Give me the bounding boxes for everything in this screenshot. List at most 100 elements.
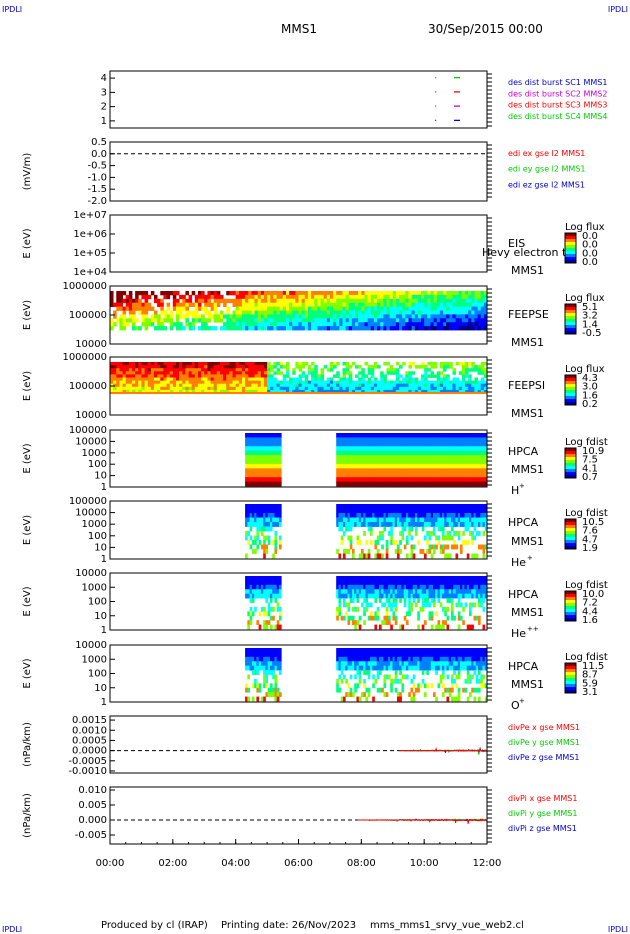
- y-tick-label: 0.005: [78, 800, 107, 811]
- colorbar-band: [565, 251, 576, 255]
- instrument-label: HPCA: [508, 445, 539, 458]
- y-tick-label: 10: [94, 542, 107, 553]
- colorbar-value: 5.1: [582, 302, 598, 313]
- colorbar-band: [565, 528, 576, 532]
- colorbar-band: [565, 466, 576, 470]
- colorbar-band: [565, 454, 576, 458]
- colorbar-band: [565, 603, 576, 607]
- colorbar-band: [565, 316, 576, 320]
- colorbar-frame: [564, 447, 577, 479]
- colorbar-value: 7.5: [582, 455, 598, 466]
- colorbar-band: [565, 260, 576, 264]
- y-tick-label: 1000000: [62, 352, 107, 363]
- colorbar-title: Log flux: [565, 222, 605, 233]
- instrument-label: EIS: [508, 237, 525, 250]
- colorbar-frame: [564, 374, 577, 406]
- colorbar-band: [565, 396, 576, 400]
- y-tick-label: 10000: [75, 640, 107, 651]
- y-axis-label: E (eV): [22, 300, 33, 330]
- y-tick-label: 0.0: [91, 149, 107, 160]
- y-tick-label: 10000: [75, 568, 107, 579]
- colorbar-band: [565, 387, 576, 391]
- heatmap-cells: [245, 576, 488, 630]
- colorbar-band: [565, 375, 576, 379]
- spacecraft-label: MMS1: [511, 336, 544, 349]
- legend-entry: divPe z gse MMS1: [508, 753, 579, 762]
- colorbar-band: [565, 451, 576, 455]
- colorbar-title: Log flux: [565, 364, 605, 375]
- y-tick-label: 3: [101, 87, 107, 98]
- legend-entry: divPe x gse MMS1: [508, 723, 580, 732]
- instrument-label: FEEPSI: [508, 379, 545, 392]
- species-charge: +: [527, 554, 533, 562]
- corner-label-bottom-left: IPDLI: [2, 925, 23, 934]
- y-tick-label: -0.0005: [68, 756, 107, 767]
- panel-frame: [109, 429, 488, 488]
- colorbar-band: [565, 666, 576, 670]
- species-charge: +: [519, 697, 525, 705]
- colorbar-value: 4.7: [582, 534, 598, 545]
- colorbar-band: [565, 384, 576, 388]
- colorbar-band: [565, 546, 576, 550]
- y-axis-label: E (eV): [22, 586, 33, 616]
- panel-eis: 1e+07 1e+06 1e+05 1e+04 E (eV) EIS MMS1 Hevy el…: [22, 210, 605, 278]
- y-tick-label: 1e+07: [73, 210, 107, 221]
- colorbar-band: [565, 242, 576, 246]
- panel-frame: [109, 141, 488, 202]
- panel-frame: [109, 715, 488, 774]
- colorbar-band: [565, 522, 576, 526]
- colorbar-value: 0.0: [582, 231, 598, 242]
- colorbar-band: [565, 402, 576, 406]
- colorbar-band: [565, 525, 576, 529]
- colorbar-band: [565, 475, 576, 479]
- x-tick-label: 08:00: [347, 858, 376, 869]
- y-axis-label: E (eV): [22, 228, 33, 258]
- y-tick-label: 1000: [82, 654, 107, 665]
- overlap-label: Hevy electron to: [482, 246, 573, 259]
- spacecraft-label: MMS1: [511, 678, 544, 691]
- colorbar-value: 10.9: [582, 446, 604, 457]
- y-tick-label: 100000: [69, 496, 107, 507]
- colorbar-band: [565, 448, 576, 452]
- panel-divpi: 0.010 0.005 0.000 -0.005 (nPa/km) divPi x gse…: [22, 785, 577, 845]
- colorbar-band: [565, 531, 576, 535]
- panel-edi: 0.50.0-0.5-1.0-1.5-2.0 (mV/m) edi ex gse l…: [22, 137, 586, 207]
- colorbar-band: [565, 325, 576, 329]
- colorbar-band: [565, 319, 576, 323]
- colorbar-value: -0.5: [582, 328, 602, 339]
- y-tick-label: -0.5: [87, 161, 107, 172]
- panel-hpca_o: 10000 1000 100 10 1 E (eV) HPCA MMS1 O + Log fdist…: [22, 640, 608, 712]
- colorbar-value: 4.3: [582, 373, 598, 384]
- colorbar-band: [565, 540, 576, 544]
- colorbar-band: [565, 257, 576, 261]
- y-tick-label: 0.5: [91, 137, 107, 148]
- colorbar-band: [565, 381, 576, 385]
- y-tick-label: 1e+06: [73, 229, 107, 240]
- y-tick-label: -0.0010: [68, 766, 107, 777]
- colorbar-value: 0.2: [582, 399, 598, 410]
- legend-entry: divPi y gse MMS1: [508, 809, 577, 818]
- colorbar-band: [565, 236, 576, 240]
- corner-label-bottom-right: IPDLI: [607, 925, 628, 934]
- y-tick-label: 1e+04: [73, 267, 107, 278]
- corner-label-top-right: IPDLI: [607, 5, 628, 14]
- y-tick-label: -2.0: [87, 196, 107, 207]
- colorbar-value: 11.5: [582, 661, 604, 672]
- colorbar-band: [565, 248, 576, 252]
- colorbar-frame: [564, 232, 577, 264]
- y-tick-label: 10: [94, 471, 107, 482]
- y-tick-label: -1.5: [87, 184, 107, 195]
- y-tick-label: 1000: [82, 519, 107, 530]
- series-line: [358, 818, 488, 824]
- colorbar-band: [565, 463, 576, 467]
- colorbar-value: 4.4: [582, 606, 598, 617]
- y-tick-label: -1.0: [87, 172, 107, 183]
- y-tick-label: 10000: [75, 339, 107, 350]
- colorbar-frame: [564, 662, 577, 694]
- species-charge: ++: [527, 625, 539, 633]
- footer-printing-date: Printing date: 26/Nov/2023: [221, 920, 357, 931]
- colorbar-band: [565, 591, 576, 595]
- y-tick-label: 1e+05: [73, 248, 107, 259]
